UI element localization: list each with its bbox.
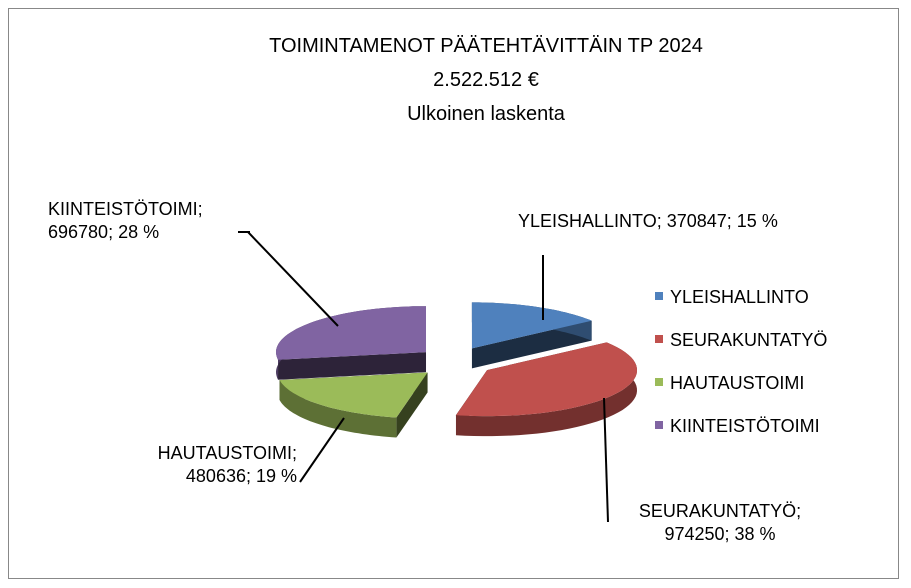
slice-top xyxy=(456,342,637,417)
pie-slice xyxy=(279,372,428,438)
legend-swatch xyxy=(655,421,663,429)
leader-line xyxy=(247,231,339,327)
slice-side xyxy=(456,342,637,437)
leader-line xyxy=(299,417,345,483)
data-label: KIINTEISTÖTOIMI; 696780; 28 % xyxy=(48,199,203,242)
legend-label: YLEISHALLINTO xyxy=(670,287,809,307)
legend-swatch xyxy=(655,335,663,343)
slice-top xyxy=(276,306,427,360)
data-label: YLEISHALLINTO; 370847; 15 % xyxy=(518,211,778,231)
slice-top xyxy=(279,372,428,418)
legend-label: SEURAKUNTATYÖ xyxy=(670,330,827,350)
chart-subtitle: 2.522.512 € xyxy=(433,69,539,91)
chart-subtitle: Ulkoinen laskenta xyxy=(407,103,566,125)
slice-top xyxy=(471,302,592,349)
pie-slice xyxy=(471,302,592,369)
legend-label: HAUTAUSTOIMI xyxy=(670,373,804,393)
chart-title: TOIMINTAMENOT PÄÄTEHTÄVITTÄIN TP 2024 xyxy=(269,35,703,57)
pie-slice xyxy=(455,342,637,437)
legend-swatch xyxy=(655,292,663,300)
leader-line xyxy=(603,397,609,523)
slice-wall xyxy=(471,320,592,369)
legend-swatch xyxy=(655,378,663,386)
slice-side xyxy=(279,380,397,438)
slice-wall xyxy=(278,352,427,380)
data-label: HAUTAUSTOIMI; 480636; 19 % xyxy=(157,443,297,486)
chart-frame xyxy=(8,8,899,579)
legend-label: KIINTEISTÖTOIMI xyxy=(670,416,820,436)
pie-slice xyxy=(276,306,427,380)
data-label: SEURAKUNTATYÖ; 974250; 38 % xyxy=(638,501,802,544)
